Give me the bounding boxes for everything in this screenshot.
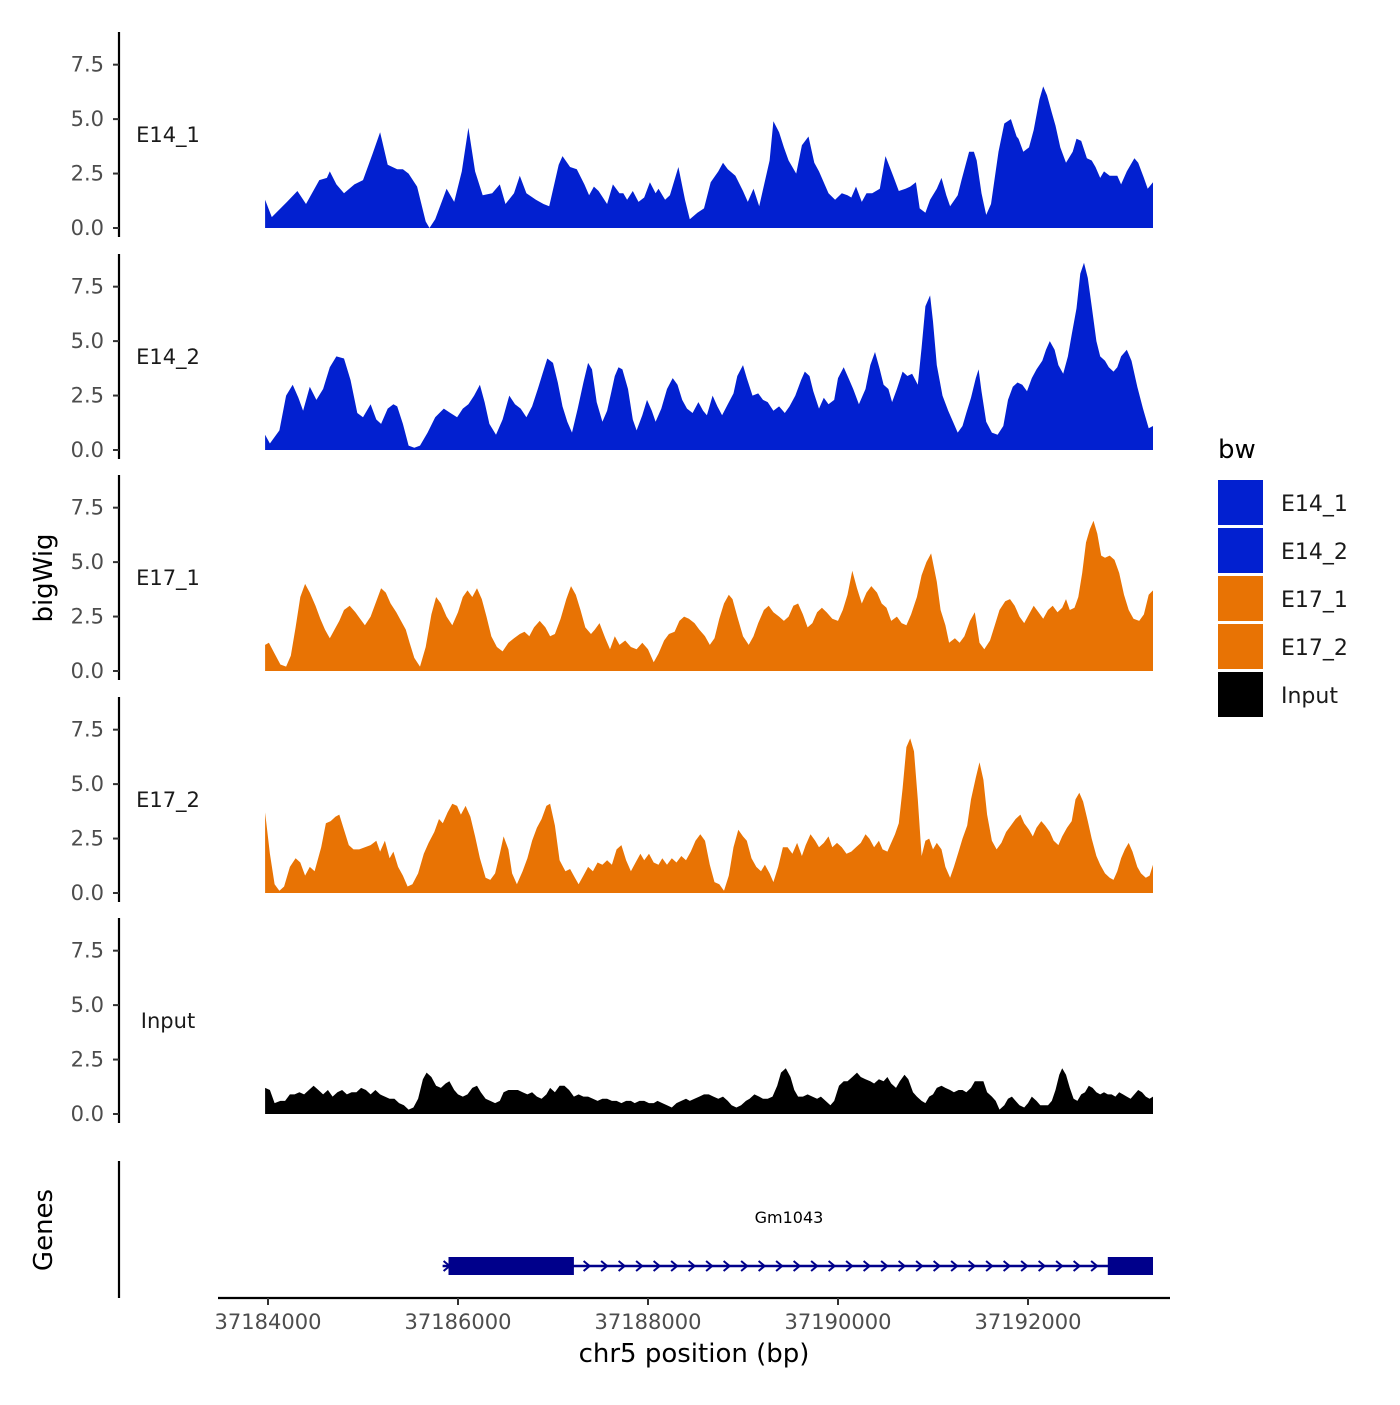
y-tick-label: 7.5 [71, 718, 104, 742]
y-tick-label: 0.0 [71, 1102, 104, 1126]
strand-arrow [1072, 1260, 1082, 1272]
y-tick-label: 5.0 [71, 329, 104, 353]
strand-arrow [1055, 1260, 1064, 1272]
legend-label: E14_2 [1281, 540, 1348, 565]
strand-arrow [617, 1260, 627, 1272]
y-tick-label: 0.0 [71, 881, 104, 905]
y-tick-label: 5.0 [71, 993, 104, 1017]
strand-arrow [810, 1260, 819, 1272]
legend-label: Input [1281, 684, 1338, 709]
strand-arrow [932, 1260, 942, 1272]
track-e17-2: 0.0 2.5 5.0 7.5 E17_2 [71, 697, 1154, 905]
legend-key [1218, 576, 1263, 621]
genes-track-title: Genes [29, 1189, 59, 1271]
strand-arrow [775, 1260, 784, 1272]
track-input: 0.0 2.5 5.0 7.5 Input [71, 918, 1154, 1126]
strand-arrow [792, 1260, 802, 1272]
strand-arrow [740, 1260, 749, 1272]
y-tick-label: 0.0 [71, 438, 104, 462]
y-tick-label: 7.5 [71, 496, 104, 520]
strand-arrow [845, 1260, 854, 1272]
legend-label: E14_1 [1281, 492, 1348, 517]
strand-arrow [600, 1260, 609, 1272]
track-e14-2: 0.0 2.5 5.0 7.5 E14_2 [71, 254, 1154, 462]
track-e17-1: 0.0 2.5 5.0 7.5 E17_1 [71, 475, 1154, 683]
legend: bw E14_1 E14_2 E17_1 E17_2 Input [1218, 435, 1348, 717]
gene-exon [448, 1257, 574, 1275]
gene-name-label: Gm1043 [755, 1208, 824, 1227]
strand-arrow [1090, 1260, 1099, 1272]
y-tick-label: 2.5 [71, 827, 104, 851]
y-axis-title: bigWig [29, 533, 59, 622]
strand-arrow [827, 1260, 837, 1272]
legend-key [1218, 624, 1263, 669]
strand-arrow [880, 1260, 889, 1272]
strand-arrow [897, 1260, 907, 1272]
y-tick-label: 2.5 [71, 162, 104, 186]
strand-arrow [652, 1260, 662, 1272]
legend-label: E17_1 [1281, 588, 1348, 613]
y-tick-label: 7.5 [71, 939, 104, 963]
signal-area [265, 86, 1154, 229]
x-tick-label: 37188000 [595, 1310, 702, 1334]
strand-arrow [670, 1260, 679, 1272]
x-tick-label: 37190000 [785, 1310, 892, 1334]
track-label: E17_2 [136, 788, 200, 813]
strand-arrow [862, 1260, 872, 1272]
strand-arrow [757, 1260, 767, 1272]
y-tick-label: 5.0 [71, 772, 104, 796]
x-axis: 37184000 37186000 37188000 37190000 37192000 [215, 1296, 1170, 1334]
strand-arrow [1002, 1260, 1012, 1272]
strand-arrow [635, 1260, 644, 1272]
legend-title: bw [1218, 435, 1256, 465]
track-label: Input [141, 1009, 195, 1033]
signal-area [265, 520, 1154, 671]
track-label: E17_1 [136, 566, 200, 591]
y-tick-label: 5.0 [71, 550, 104, 574]
signal-area [265, 1068, 1154, 1114]
legend-label: E17_2 [1281, 636, 1348, 661]
strand-arrow [915, 1260, 924, 1272]
strand-arrow [950, 1260, 959, 1272]
legend-key [1218, 672, 1263, 717]
x-tick-label: 37184000 [215, 1310, 322, 1334]
strand-arrow [1020, 1260, 1029, 1272]
track-e14-1: 0.0 2.5 5.0 7.5 E14_1 [71, 32, 1154, 240]
strand-arrow [582, 1260, 592, 1272]
signal-area [265, 262, 1154, 450]
strand-arrow [705, 1260, 714, 1272]
y-tick-label: 2.5 [71, 384, 104, 408]
strand-arrow [967, 1260, 977, 1272]
y-tick-label: 0.0 [71, 659, 104, 683]
gene-exon [1107, 1257, 1153, 1275]
strand-arrow [687, 1260, 697, 1272]
x-axis-title: chr5 position (bp) [579, 1339, 810, 1369]
y-tick-label: 7.5 [71, 275, 104, 299]
track-label: E14_2 [136, 345, 200, 370]
y-tick-label: 2.5 [71, 605, 104, 629]
y-tick-label: 0.0 [71, 216, 104, 240]
y-tick-label: 2.5 [71, 1048, 104, 1072]
signal-area [265, 738, 1154, 893]
strand-arrow [985, 1260, 994, 1272]
x-tick-label: 37192000 [975, 1310, 1082, 1334]
y-tick-label: 5.0 [71, 107, 104, 131]
signal-tracks: 0.0 2.5 5.0 7.5 E14_1 0.0 2.5 5.0 7.5 E14_2 0.0 2.5… [71, 32, 1154, 1126]
legend-key [1218, 528, 1263, 573]
track-label: E14_1 [136, 123, 200, 148]
legend-key [1218, 480, 1263, 525]
gene-track: Gm1043 [117, 1161, 1153, 1298]
y-tick-label: 7.5 [71, 53, 104, 77]
x-tick-label: 37186000 [405, 1310, 512, 1334]
strand-arrow [722, 1260, 732, 1272]
strand-arrow [1037, 1260, 1047, 1272]
